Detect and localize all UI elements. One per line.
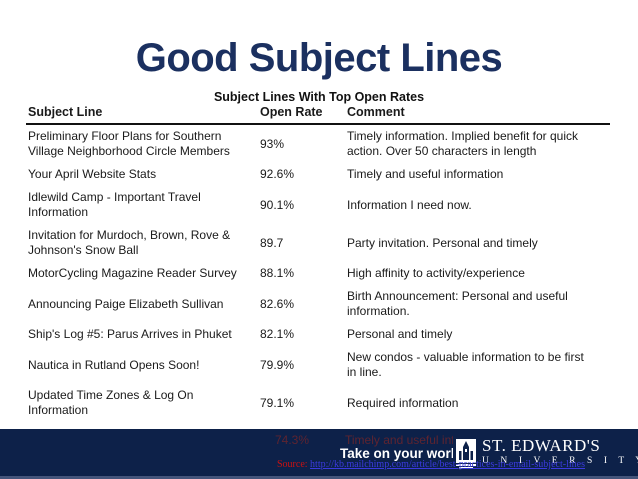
- comment-cell: Timely and useful information: [347, 167, 504, 181]
- open-rate-cell: 82.6%: [260, 296, 295, 311]
- band-bottom-strip: [0, 476, 638, 479]
- comment-cell: Required information: [347, 395, 459, 410]
- table-row: Your April Website Stats 92.6% Timely and …: [26, 163, 610, 186]
- source-line: Source: http://kb.mailchimp.com/article/…: [277, 459, 585, 470]
- source-label: Source:: [277, 459, 308, 470]
- comment-cell: New condos - valuable information to be …: [347, 350, 584, 379]
- tagline-text: Take on your world.: [340, 446, 467, 461]
- footer-band: 74.3% Timely and useful information Take…: [0, 429, 638, 479]
- comment-cell: Party invitation. Personal and timely: [347, 235, 538, 250]
- subject-cell: MotorCycling Magazine Reader Survey: [28, 266, 237, 280]
- table-caption: Subject Lines With Top Open Rates: [213, 90, 425, 104]
- comment-cell: Timely information. Implied benefit for …: [347, 129, 578, 158]
- table-header-row: Subject Line Open Rate Comment: [26, 102, 610, 125]
- open-rate-cell: 79.9%: [260, 357, 295, 372]
- open-rate-cell: 90.1%: [260, 197, 295, 212]
- table-row: Updated Time Zones & Log On Information 7…: [26, 384, 610, 422]
- open-rate-cell: 82.1%: [260, 327, 295, 341]
- open-rate-cell: 93%: [260, 136, 285, 151]
- university-wordmark: ST. EDWARD'S U N I V E R S I T Y: [482, 437, 638, 467]
- slide-title: Good Subject Lines: [135, 36, 503, 80]
- university-subname: U N I V E R S I T Y: [482, 456, 638, 466]
- table-row: Preliminary Floor Plans for Southern Vil…: [26, 124, 610, 163]
- open-rate-cell: 79.1%: [260, 395, 295, 410]
- subject-cell: Updated Time Zones & Log On Information: [28, 388, 194, 417]
- subject-cell: Announcing Paige Elizabeth Sullivan: [28, 296, 224, 311]
- column-header-open-rate: Open Rate: [258, 102, 345, 125]
- column-header-subject-line: Subject Line: [26, 102, 258, 125]
- comment-cell: Birth Announcement: Personal and useful …: [347, 289, 568, 318]
- subject-cell: Idlewild Camp - Important Travel Informa…: [28, 190, 201, 219]
- university-logo: ST. EDWARD'S U N I V E R S I T Y: [453, 435, 638, 471]
- subject-cell: Ship's Log #5: Parus Arrives in Phuket: [28, 327, 232, 341]
- table-row: Announcing Paige Elizabeth Sullivan 82.6%…: [26, 285, 610, 323]
- open-rates-table: Subject Line Open Rate Comment Prelimina…: [26, 102, 610, 422]
- subject-cell: Your April Website Stats: [28, 167, 157, 181]
- comment-cell: Information I need now.: [347, 197, 472, 212]
- open-rate-cell: 89.7: [260, 235, 284, 250]
- open-rate-cell: 92.6%: [260, 167, 295, 181]
- university-name: ST. EDWARD'S: [482, 436, 601, 455]
- university-tower-icon: [455, 437, 477, 469]
- table-row: Nautica in Rutland Opens Soon! 79.9% New c…: [26, 346, 610, 384]
- subject-cell: Invitation for Murdoch, Brown, Rove & Jo…: [28, 228, 231, 257]
- comment-cell: Personal and timely: [347, 327, 453, 341]
- open-rate-cell: 88.1%: [260, 266, 295, 280]
- overflow-row-open-rate: 74.3%: [275, 433, 310, 447]
- source-link[interactable]: http://kb.mailchimp.com/article/best-pra…: [310, 459, 585, 470]
- column-header-comment: Comment: [345, 102, 610, 125]
- table-row: Invitation for Murdoch, Brown, Rove & Jo…: [26, 224, 610, 262]
- comment-cell: High affinity to activity/experience: [347, 266, 525, 280]
- table-body: Preliminary Floor Plans for Southern Vil…: [26, 124, 610, 422]
- table-row: Idlewild Camp - Important Travel Informa…: [26, 186, 610, 224]
- subject-cell: Preliminary Floor Plans for Southern Vil…: [28, 129, 230, 158]
- table-row: Ship's Log #5: Parus Arrives in Phuket 82…: [26, 323, 610, 346]
- subject-cell: Nautica in Rutland Opens Soon!: [28, 357, 200, 372]
- table-row: MotorCycling Magazine Reader Survey 88.1%…: [26, 262, 610, 285]
